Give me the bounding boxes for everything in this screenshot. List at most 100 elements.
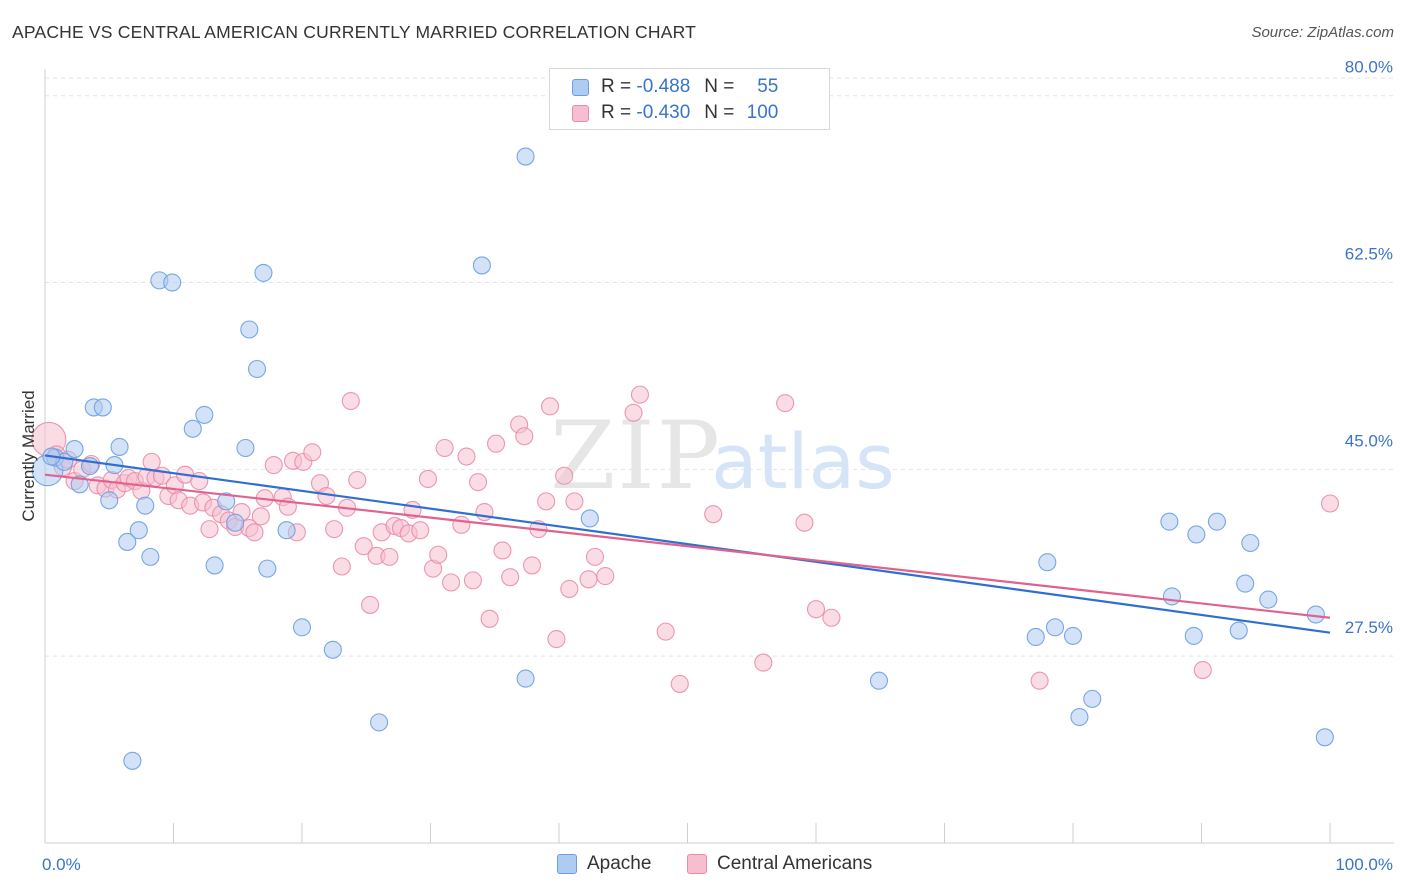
central-americans-point [354,537,373,556]
apache-point [247,359,267,379]
central-americans-points [31,385,1340,693]
central-americans-trend-line [44,473,1331,619]
central-americans-point [656,622,675,641]
apache-trend-line [44,454,1331,634]
apache-point [370,713,389,732]
axis-labels: 80.0% 62.5% 45.0% 27.5% 0.0% 100.0% [42,58,1393,874]
central-americans-point [555,466,574,485]
watermark: ZIP atlas [550,402,895,511]
central-americans-point [418,469,437,489]
central-americans-point [515,427,534,446]
apache-point [1259,590,1278,609]
central-americans-point [463,571,482,590]
apache-point [100,491,119,510]
apache-point [254,263,273,282]
central-americans-point [200,520,219,539]
central-americans-point [776,394,795,413]
central-americans-point [501,568,520,587]
y-tick-label: 45.0% [1345,431,1393,450]
gridlines [45,77,1394,657]
central-americans-point [1030,671,1049,690]
apache-point [1229,621,1248,640]
apache-point [1236,574,1255,593]
central-americans-point [1193,661,1212,680]
central-americans-point [264,456,283,475]
central-americans-point [579,570,598,589]
central-americans-point [596,567,615,586]
apache-point [1241,533,1260,553]
chart-title: APACHE VS CENTRAL AMERICAN CURRENTLY MAR… [12,22,696,42]
central-americans-point [630,385,650,404]
apache-point [1026,627,1045,647]
apache-point [65,440,84,459]
central-americans-point [522,556,542,575]
central-americans-point [480,609,499,628]
central-americans-point [547,630,566,649]
central-swatch-icon [572,104,589,122]
apache-point [217,492,236,511]
apache-point [183,419,202,438]
apache-point [323,640,342,659]
central-americans-point [361,595,380,614]
central-americans-point [468,473,488,492]
apache-point [141,547,160,566]
apache-point [136,496,155,515]
central-r-label: R = [601,102,632,123]
apache-point [93,398,112,417]
legend-item-central-americans[interactable]: Central Americans [687,851,872,877]
apache-point [1083,689,1102,708]
apache-point [472,256,491,275]
central-americans-point [670,674,689,693]
apache-point [1063,626,1083,645]
central-americans-point [452,515,471,534]
apache-point [1184,626,1203,645]
central-americans-point [380,547,399,566]
central-americans-point [493,541,512,560]
apache-point [1187,525,1206,544]
apache-point [277,521,296,540]
central-americans-point [245,523,264,542]
central-n-value: 100 [746,102,779,123]
central-americans-point [624,403,643,422]
apache-point [110,437,129,456]
apache-point [163,273,182,292]
apache-r-value: -0.488 [636,76,691,97]
apache-point [226,513,245,532]
apache-point [516,147,535,166]
central-americans-point [332,557,351,576]
apache-point [1038,553,1057,572]
apache-point [1160,512,1179,531]
central-americans-point [822,608,841,627]
x-tick-label: 100.0% [1335,855,1393,874]
x-tick-label: 0.0% [42,855,81,874]
watermark-atlas: atlas [711,417,895,506]
central-americans-point [486,434,506,453]
apache-point [292,618,312,637]
apache-point [1045,618,1065,637]
apache-n-value: 55 [757,76,779,97]
apache-legend-swatch-icon [557,854,577,874]
trend-lines [44,454,1331,634]
apache-point [240,320,259,339]
y-axis-title: Currently Married [19,390,38,521]
central-americans-point [540,397,560,416]
apache-point [129,521,148,540]
legend-central-label: Central Americans [717,853,873,874]
central-americans-point [251,507,270,526]
apache-swatch-icon [572,78,589,96]
central-americans-point [303,443,322,462]
y-tick-label: 27.5% [1345,618,1393,637]
central-americans-point [1320,494,1340,513]
central-americans-point [341,391,360,411]
apache-point [118,532,137,551]
central-americans-point [348,470,367,490]
legend-apache-label: Apache [587,853,652,874]
central-n-label: N = [704,102,735,123]
legend-item-apache[interactable]: Apache [557,851,651,877]
central-americans-point [537,492,556,511]
y-tick-label: 62.5% [1345,245,1393,264]
stats-legend-apache: R = -0.488 N = 55 [572,75,778,99]
apache-point [1070,707,1089,727]
central-americans-point [795,513,814,532]
